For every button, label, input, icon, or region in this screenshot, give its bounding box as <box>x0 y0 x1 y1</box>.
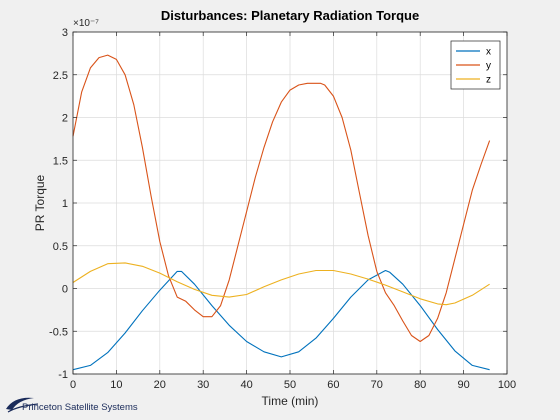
y-tick-label: 2.5 <box>53 70 68 82</box>
x-tick-label: 40 <box>240 379 252 391</box>
x-tick-label: 70 <box>371 379 383 391</box>
y-tick-label: 3 <box>62 27 68 39</box>
x-tick-label: 100 <box>498 379 516 391</box>
y-tick-label: 0.5 <box>53 241 68 253</box>
legend[interactable]: xyz <box>450 40 501 90</box>
x-tick-label: 20 <box>154 379 166 391</box>
company-logo: Princeton Satellite Systems <box>4 394 154 418</box>
legend-label-y[interactable]: y <box>486 61 491 72</box>
series-line-x <box>72 269 490 371</box>
y-tick-label: 2 <box>62 113 68 125</box>
legend-label-z[interactable]: z <box>486 75 491 86</box>
x-tick-label: 0 <box>70 379 76 391</box>
series-layer <box>72 54 491 371</box>
y-tick-label: -1 <box>58 369 68 381</box>
series-line-z <box>72 262 490 306</box>
x-tick-label: 60 <box>327 379 339 391</box>
x-axis-label: Time (min) <box>262 394 319 408</box>
x-tick-label: 50 <box>284 379 296 391</box>
y-tick-label: 1.5 <box>53 155 68 167</box>
y-tick-label: 1 <box>62 198 68 210</box>
x-tick-label: 10 <box>110 379 122 391</box>
y-axis-label: PR Torque <box>33 174 47 231</box>
series-line-y <box>72 54 491 343</box>
y-tick-label: 0 <box>62 284 68 296</box>
y-axis-exponent: ×10⁻⁷ <box>73 18 99 29</box>
y-tick-label: -0.5 <box>49 326 68 338</box>
princeton-satellite-swoosh-icon <box>6 397 39 413</box>
legend-label-x[interactable]: x <box>486 47 491 58</box>
axis-ticks: 0 10 20 30 40 50 60 70 80 90 100 -1 -0.5 0 0.5 1 1.5 2 2.5… <box>49 27 516 391</box>
chart-title: Disturbances: Planetary Radiation Torque <box>161 8 419 23</box>
x-tick-label: 80 <box>414 379 426 391</box>
logo-text: Princeton Satellite Systems <box>22 402 138 413</box>
x-tick-label: 90 <box>457 379 469 391</box>
x-tick-label: 30 <box>197 379 209 391</box>
